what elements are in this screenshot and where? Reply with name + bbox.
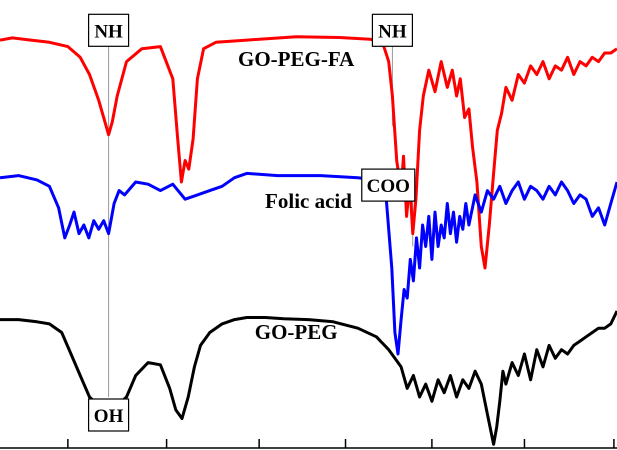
- series-line-go-peg-fa: [0, 35, 617, 270]
- series-label-go-peg-fa: GO-PEG-FA: [238, 47, 355, 71]
- annotation-box: [87, 13, 130, 47]
- annotation-label: OH: [94, 406, 124, 427]
- annotation-nh-right: NH: [371, 13, 414, 47]
- series-label-go-peg: GO-PEG: [255, 320, 338, 344]
- x-axis-ticks: [67, 439, 615, 448]
- series-line-folic-acid: [0, 171, 617, 356]
- annotation-label: NH: [94, 21, 123, 42]
- annotation-label: NH: [378, 21, 407, 42]
- series-label-folic-acid: Folic acid: [265, 189, 352, 213]
- annotation-box: [361, 168, 416, 202]
- series-labels: GO-PEG-FA Folic acid GO-PEG: [238, 47, 355, 344]
- annotation-coo: COO: [361, 168, 416, 202]
- peak-annotations: NH NH COO OH: [87, 13, 416, 432]
- series-line-go-peg: [0, 310, 617, 446]
- annotation-box: [87, 398, 130, 432]
- annotation-label: COO: [367, 176, 410, 197]
- annotation-nh-left: NH: [87, 13, 130, 47]
- spectra-series: [0, 35, 617, 446]
- annotation-box: [371, 13, 414, 47]
- annotation-oh: OH: [87, 398, 130, 432]
